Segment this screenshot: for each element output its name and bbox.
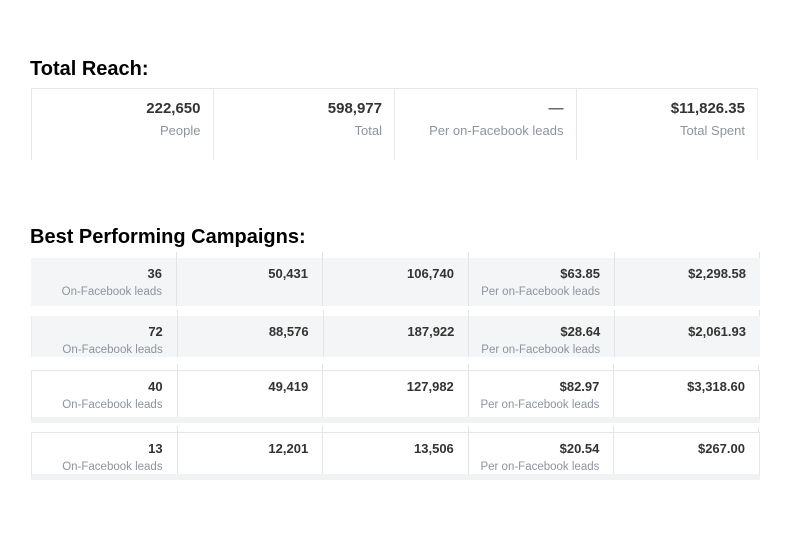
metric-value: 88,576 xyxy=(268,324,309,339)
metric-cell: 12,201 xyxy=(178,426,324,474)
metric-label: Per on-Facebook leads xyxy=(481,285,600,298)
total-reach-heading: Total Reach: xyxy=(30,58,149,80)
metric-value: 36 xyxy=(147,266,162,281)
metric-cell-leads: 36 On-Facebook leads xyxy=(31,252,177,306)
metric-cell-cost-per-lead: $82.97 Per on-Facebook leads xyxy=(469,364,615,417)
metric-value: $20.54 xyxy=(559,441,600,456)
metric-value: 40 xyxy=(148,379,163,394)
stat-label: Total Spent xyxy=(679,123,745,139)
metric-value: $2,061.93 xyxy=(688,324,746,339)
metric-cell: 49,419 xyxy=(178,364,324,417)
stat-value: 598,977 xyxy=(327,100,382,117)
metric-label: On-Facebook leads xyxy=(62,398,163,411)
stat-value: 222,650 xyxy=(146,100,201,117)
metric-cell-cost-per-lead: $20.54 Per on-Facebook leads xyxy=(469,426,615,474)
metric-cell: 106,740 xyxy=(323,252,469,306)
metric-value: 187,922 xyxy=(407,324,455,339)
metric-value: 12,201 xyxy=(268,441,309,456)
metric-value: $28.64 xyxy=(560,324,601,339)
metric-cell-leads: 13 On-Facebook leads xyxy=(32,426,178,474)
metric-value: 127,982 xyxy=(406,379,454,394)
metric-value: 106,740 xyxy=(407,266,454,281)
stat-label: Per on-Facebook leads xyxy=(429,123,564,139)
stat-cell-total-spent: $11,826.35 Total Spent xyxy=(577,89,758,160)
campaigns-heading: Best Performing Campaigns: xyxy=(30,226,306,248)
metric-cell: 88,576 xyxy=(178,310,324,357)
metric-label: On-Facebook leads xyxy=(62,343,163,356)
metric-cell: 127,982 xyxy=(323,364,469,417)
metric-cell: 50,431 xyxy=(177,252,323,306)
campaign-row: 13 On-Facebook leads 12,201 13,506 $20.5… xyxy=(31,426,760,480)
metric-value: $63.85 xyxy=(560,266,600,281)
stat-cell-total: 598,977 Total xyxy=(214,89,395,160)
metric-cell-spent: $3,318.60 xyxy=(614,371,759,417)
total-reach-table: 222,650 People 598,977 Total — Per on-Fa… xyxy=(31,88,758,160)
stat-label: People xyxy=(160,123,201,139)
stat-value: $11,826.35 xyxy=(670,100,745,117)
metric-cell-cost-per-lead: $28.64 Per on-Facebook leads xyxy=(469,310,616,357)
metric-label: On-Facebook leads xyxy=(62,460,163,473)
metric-cell: 13,506 xyxy=(323,426,469,474)
metric-value: 13 xyxy=(148,441,163,456)
metric-value: $82.97 xyxy=(559,379,600,394)
campaign-row: 36 On-Facebook leads 50,431 106,740 $63.… xyxy=(31,252,760,306)
metric-value: 49,419 xyxy=(268,379,309,394)
metric-cell-spent: $2,298.58 xyxy=(615,258,760,306)
metric-label: Per on-Facebook leads xyxy=(480,460,600,473)
metric-value: 13,506 xyxy=(414,441,454,456)
stat-cell-people: 222,650 People xyxy=(32,89,214,160)
stat-cell-per-lead: — Per on-Facebook leads xyxy=(395,89,577,160)
stat-value: — xyxy=(548,100,564,117)
metric-cell-spent: $267.00 xyxy=(614,433,759,474)
metric-cell: 187,922 xyxy=(324,310,470,357)
metric-value: 50,431 xyxy=(268,266,308,281)
metric-label: Per on-Facebook leads xyxy=(481,343,601,356)
stat-label: Total xyxy=(354,123,382,139)
metric-cell-spent: $2,061.93 xyxy=(615,316,760,357)
metric-value: $267.00 xyxy=(697,441,745,456)
metric-label: On-Facebook leads xyxy=(61,285,162,298)
metric-cell-leads: 72 On-Facebook leads xyxy=(32,310,178,357)
campaign-row: 40 On-Facebook leads 49,419 127,982 $82.… xyxy=(31,364,760,423)
metric-label: Per on-Facebook leads xyxy=(480,398,600,411)
metric-value: 72 xyxy=(148,324,163,339)
metric-value: $2,298.58 xyxy=(688,266,746,281)
campaign-row: 72 On-Facebook leads 88,576 187,922 $28.… xyxy=(31,310,760,357)
metric-cell-leads: 40 On-Facebook leads xyxy=(32,364,178,417)
metric-value: $3,318.60 xyxy=(687,379,745,394)
metric-cell-cost-per-lead: $63.85 Per on-Facebook leads xyxy=(469,252,615,306)
